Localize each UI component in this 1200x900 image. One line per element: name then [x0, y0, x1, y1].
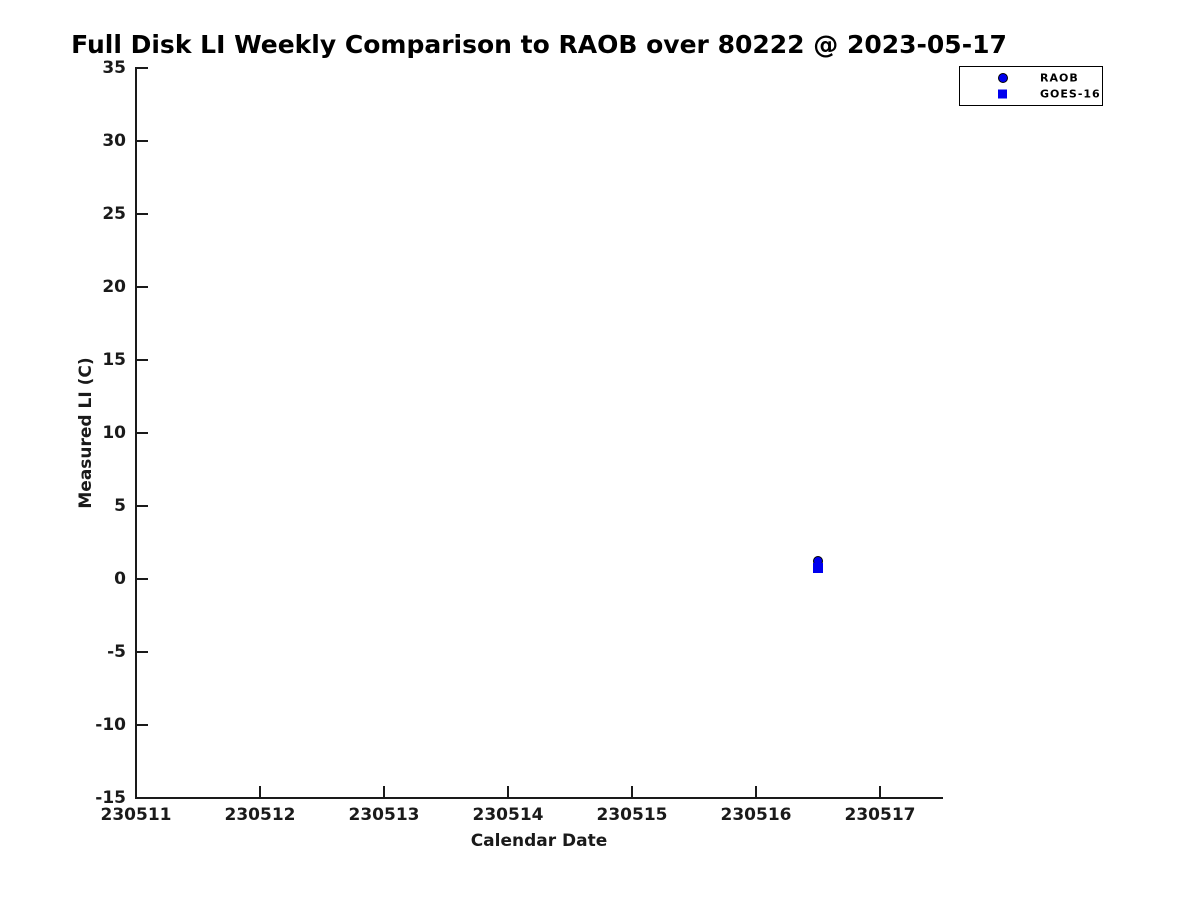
- y-tick-mark: [137, 213, 148, 215]
- x-tick-label: 230513: [348, 805, 420, 825]
- x-tick-label: 230512: [224, 805, 296, 825]
- y-tick-label: -10: [95, 715, 126, 735]
- y-tick-mark: [137, 724, 148, 726]
- data-point-goes-16: [813, 563, 823, 574]
- legend-circle-icon: [998, 73, 1008, 83]
- y-tick-label: 5: [114, 496, 126, 516]
- x-tick-mark: [259, 786, 261, 797]
- legend-square-icon: [998, 89, 1007, 99]
- x-tick-mark: [507, 786, 509, 797]
- y-tick-mark: [137, 797, 148, 799]
- legend-label: GOES-16: [1040, 87, 1101, 101]
- y-tick-mark: [137, 578, 148, 580]
- x-tick-mark: [631, 786, 633, 797]
- y-tick-label: 20: [102, 277, 126, 297]
- chart-title: Full Disk LI Weekly Comparison to RAOB o…: [71, 30, 1007, 59]
- y-tick-label: 10: [102, 423, 126, 443]
- x-tick-label: 230511: [100, 805, 172, 825]
- y-tick-mark: [137, 505, 148, 507]
- y-axis-label: Measured LI (C): [76, 357, 96, 509]
- x-tick-mark: [755, 786, 757, 797]
- y-tick-label: 15: [102, 350, 126, 370]
- y-tick-mark: [137, 651, 148, 653]
- x-tick-label: 230517: [844, 805, 916, 825]
- y-tick-label: -5: [107, 642, 126, 662]
- y-axis-line: [135, 67, 137, 799]
- legend-label: RAOB: [1040, 71, 1079, 85]
- x-tick-label: 230516: [720, 805, 792, 825]
- y-tick-label: 0: [114, 569, 126, 589]
- x-tick-label: 230515: [596, 805, 668, 825]
- x-tick-mark: [879, 786, 881, 797]
- legend: RAOB GOES-16: [959, 66, 1103, 106]
- y-tick-label: 30: [102, 131, 126, 151]
- legend-entry-goes-16: GOES-16: [960, 86, 1102, 102]
- x-axis-label: Calendar Date: [470, 831, 608, 851]
- y-tick-mark: [137, 359, 148, 361]
- x-tick-mark: [383, 786, 385, 797]
- legend-entry-raob: RAOB: [960, 70, 1102, 86]
- x-tick-mark: [135, 786, 137, 797]
- y-tick-label: 25: [102, 204, 126, 224]
- y-tick-label: -15: [95, 788, 126, 808]
- y-tick-mark: [137, 140, 148, 142]
- y-tick-label: 35: [102, 58, 126, 78]
- x-axis-line: [135, 797, 943, 799]
- x-tick-label: 230514: [472, 805, 544, 825]
- y-tick-mark: [137, 286, 148, 288]
- y-tick-mark: [137, 432, 148, 434]
- y-tick-mark: [137, 67, 148, 69]
